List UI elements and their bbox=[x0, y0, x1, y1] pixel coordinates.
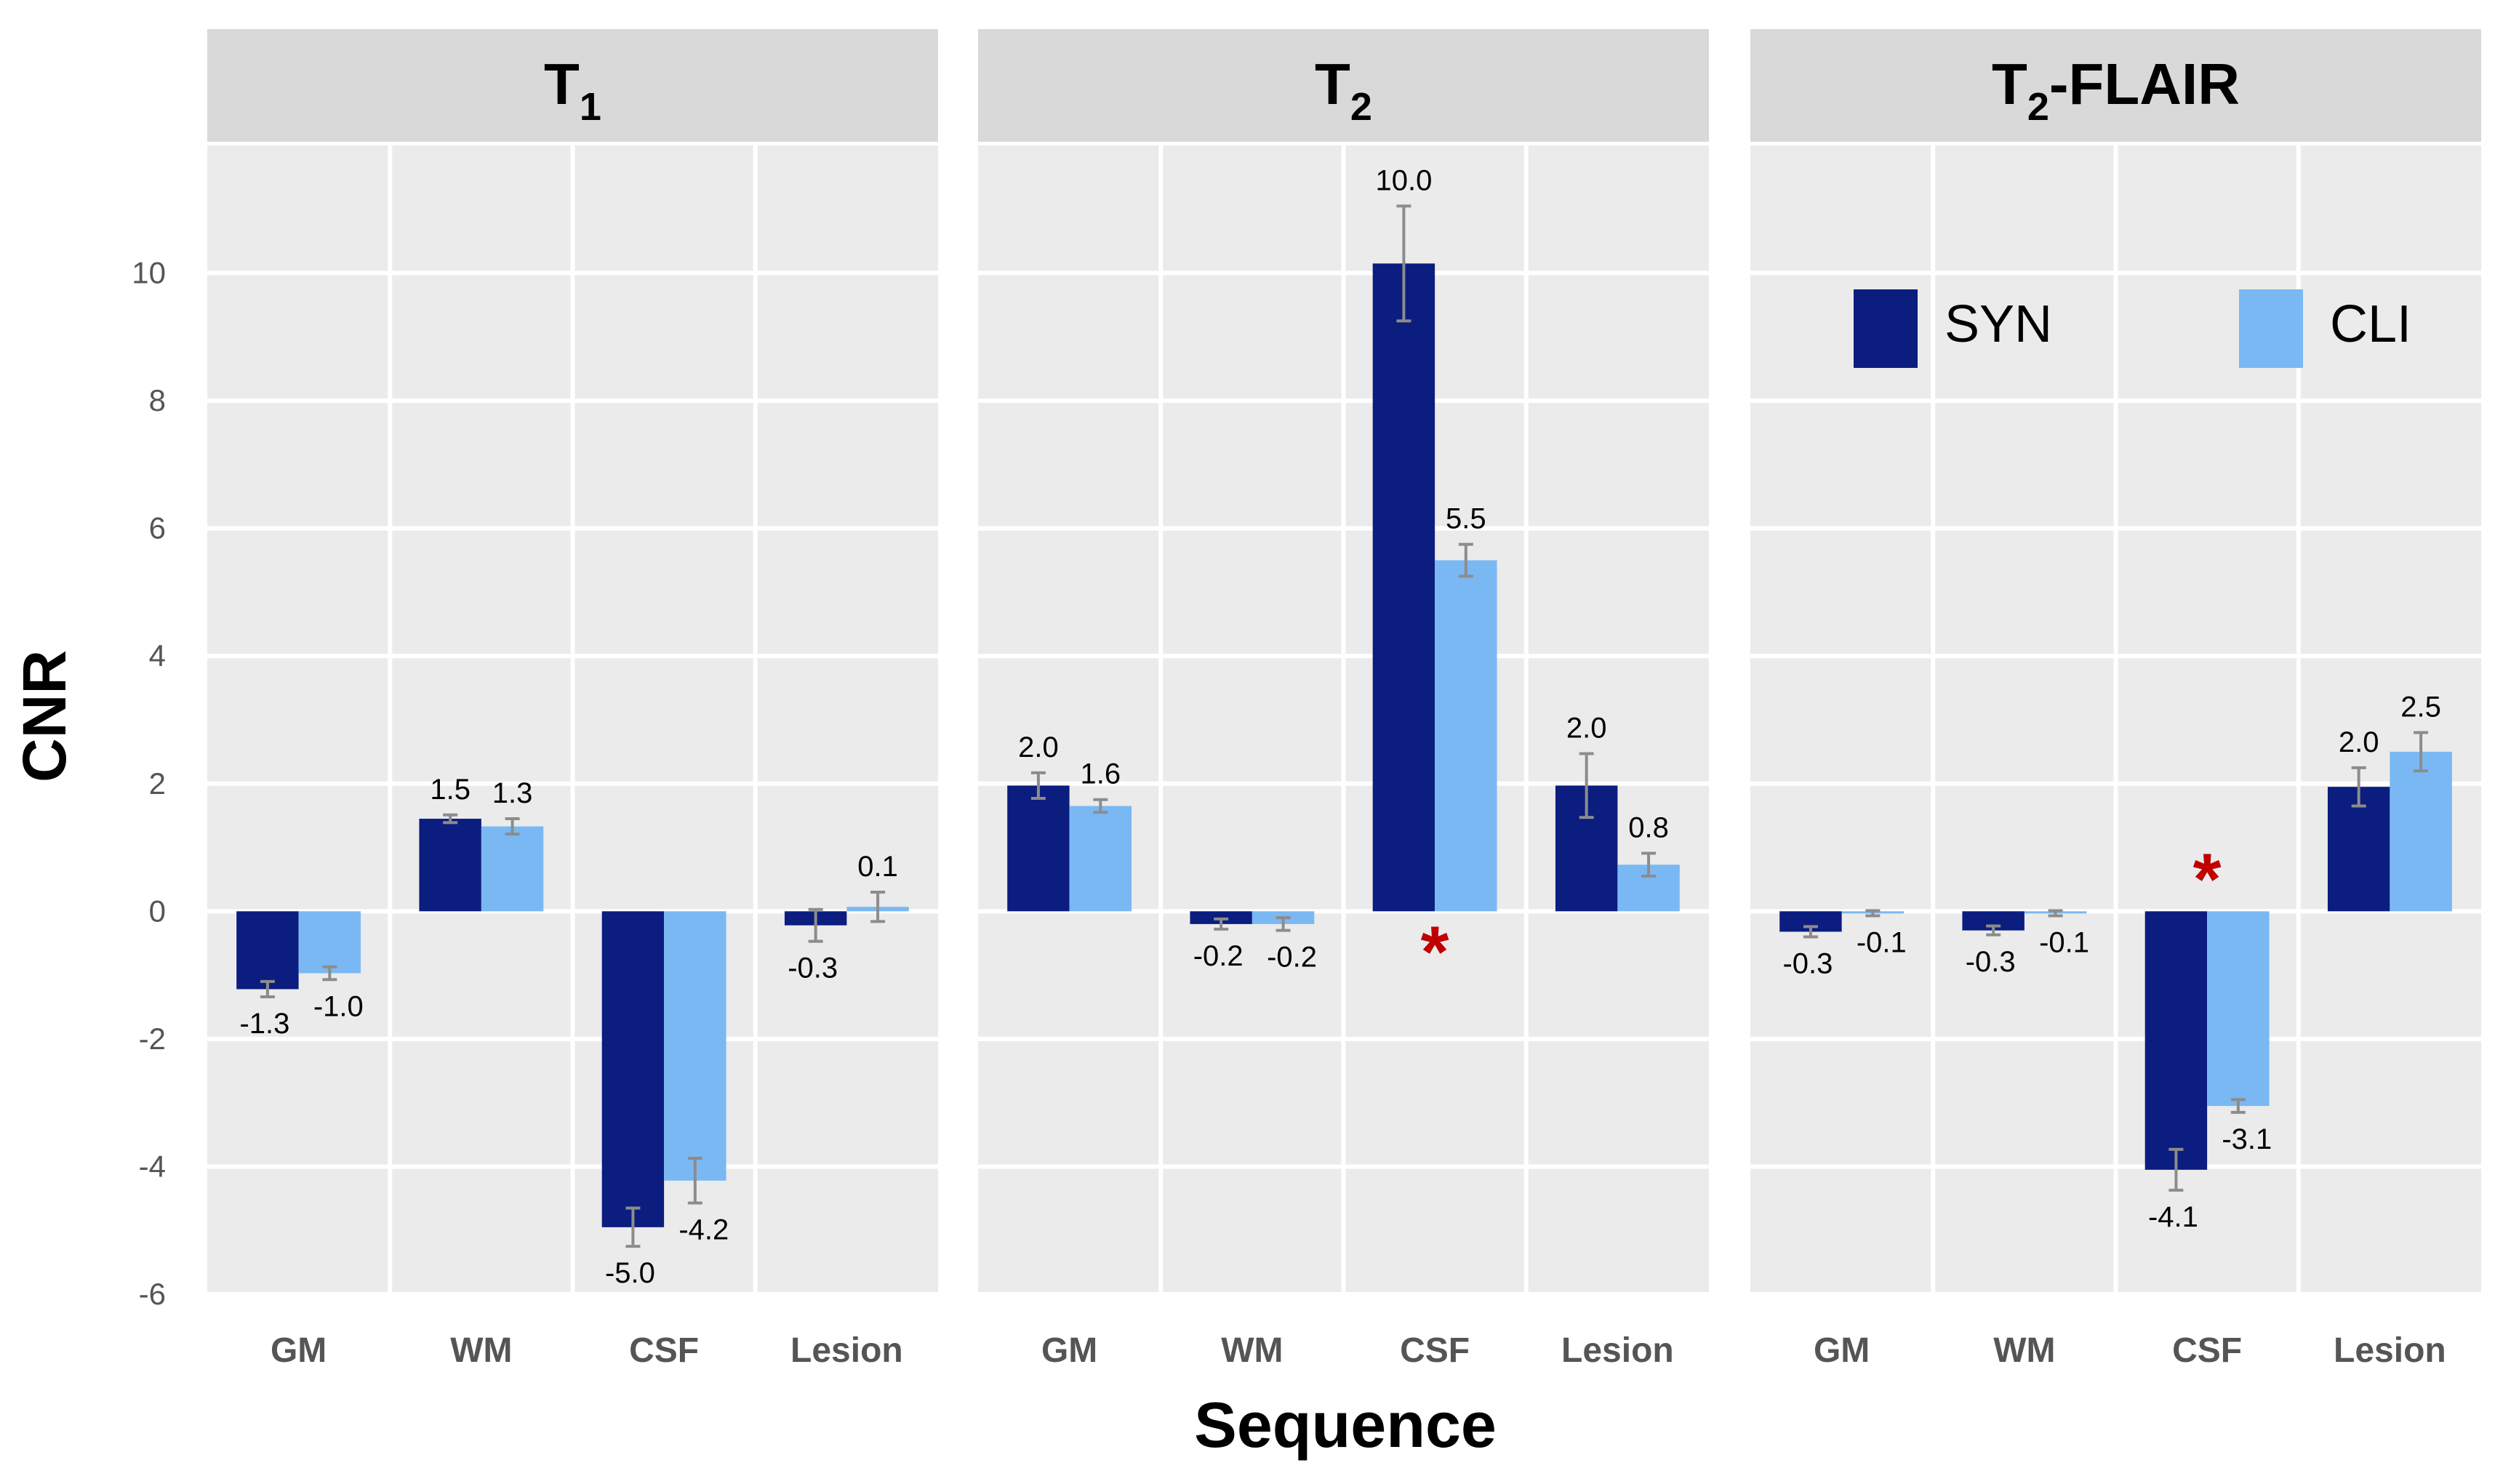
y-tick-label: -6 bbox=[139, 1277, 166, 1311]
bar-syn-csf bbox=[2144, 911, 2208, 1170]
bar-cli-csf bbox=[2207, 911, 2270, 1107]
x-tick-label: GM bbox=[1041, 1331, 1097, 1370]
bar-cli-gm bbox=[298, 911, 361, 974]
y-tick-label: -2 bbox=[139, 1022, 166, 1056]
x-tick-label: WM bbox=[1993, 1331, 2055, 1370]
bar-cli-lesion bbox=[2390, 751, 2452, 912]
panel-header bbox=[207, 29, 938, 142]
data-label: -1.3 bbox=[239, 1008, 289, 1040]
data-label: 5.5 bbox=[1446, 503, 1486, 535]
y-tick-label: -4 bbox=[139, 1149, 166, 1183]
bar-syn-csf bbox=[1372, 263, 1435, 912]
data-label: -0.3 bbox=[788, 952, 838, 984]
data-label: -0.2 bbox=[1267, 942, 1317, 974]
x-tick-label: WM bbox=[1221, 1331, 1283, 1370]
data-label: -4.1 bbox=[2148, 1201, 2198, 1233]
legend-swatch-cli bbox=[2239, 289, 2303, 368]
bar-cli-csf bbox=[664, 911, 726, 1181]
y-tick-label: 2 bbox=[149, 766, 166, 801]
data-label: 2.5 bbox=[2400, 691, 2441, 723]
bar-syn-wm bbox=[419, 819, 481, 912]
legend-swatch-syn bbox=[1854, 289, 1918, 368]
data-label: -0.1 bbox=[1857, 926, 1907, 958]
data-label: -1.0 bbox=[313, 990, 364, 1022]
bar-syn-gm bbox=[236, 911, 299, 990]
data-label: 10.0 bbox=[1375, 164, 1432, 196]
y-tick-label: 0 bbox=[149, 894, 166, 928]
x-tick-label: GM bbox=[1814, 1331, 1870, 1370]
x-tick-label: Lesion bbox=[1561, 1331, 1674, 1370]
y-tick-label: 10 bbox=[132, 256, 166, 290]
x-tick-label: CSF bbox=[1400, 1331, 1470, 1370]
data-label: -5.0 bbox=[605, 1257, 655, 1289]
x-tick-label: CSF bbox=[629, 1331, 699, 1370]
y-tick-label: 4 bbox=[149, 638, 166, 673]
bar-cli-csf bbox=[1435, 560, 1497, 912]
y-tick-label: 6 bbox=[149, 511, 166, 545]
data-label: 2.0 bbox=[2339, 726, 2379, 758]
data-label: 1.6 bbox=[1081, 758, 1121, 790]
y-axis-label: CNR bbox=[10, 650, 79, 782]
data-label: -0.3 bbox=[1966, 946, 2016, 978]
x-tick-label: WM bbox=[450, 1331, 512, 1370]
panel-3: T2-FLAIR -0.3 -0.1 GM -0.3 -0.1 WM -4.1 -3.1 CSF *… bbox=[1750, 29, 2481, 1370]
data-label: -0.1 bbox=[2039, 926, 2089, 958]
y-tick-label: 8 bbox=[149, 383, 166, 417]
data-label: 0.1 bbox=[857, 851, 898, 883]
bar-syn-lesion bbox=[2327, 787, 2390, 912]
panel-header bbox=[1750, 29, 2481, 142]
bar-syn-csf bbox=[601, 911, 665, 1227]
data-label: 2.0 bbox=[1018, 731, 1059, 763]
x-tick-label: CSF bbox=[2172, 1331, 2242, 1370]
x-tick-label: Lesion bbox=[2334, 1331, 2446, 1370]
x-tick-label: GM bbox=[271, 1331, 327, 1370]
legend-label-syn: SYN bbox=[1945, 295, 2052, 353]
significance-marker: * bbox=[1421, 911, 1449, 992]
panel-title: T2 bbox=[1315, 52, 1372, 129]
data-label: 1.5 bbox=[430, 774, 470, 806]
data-label: -0.3 bbox=[1782, 947, 1833, 979]
bar-syn-gm bbox=[1007, 785, 1070, 912]
legend-label-cli: CLI bbox=[2330, 295, 2411, 353]
data-label: -0.2 bbox=[1193, 940, 1244, 972]
data-label: -4.2 bbox=[678, 1214, 729, 1246]
significance-marker: * bbox=[2193, 838, 2222, 920]
data-label: 2.0 bbox=[1566, 713, 1607, 745]
data-label: 0.8 bbox=[1628, 811, 1669, 843]
panel-title: T2-FLAIR bbox=[1992, 52, 2240, 129]
bar-cli-gm bbox=[1069, 806, 1132, 912]
data-label: -3.1 bbox=[2222, 1123, 2272, 1155]
x-tick-label: Lesion bbox=[790, 1331, 903, 1370]
data-label: 1.3 bbox=[492, 777, 533, 809]
legend-layer: SYN CLI bbox=[1854, 289, 2411, 368]
x-axis-label: Sequence bbox=[1194, 1389, 1497, 1461]
panel-header bbox=[978, 29, 1709, 142]
bar-cli-wm bbox=[481, 826, 544, 912]
panel-2: T2 2.0 1.6 GM -0.2 -0.2 WM 10.0 5.5 CSF * 2.0 0.8 Les… bbox=[978, 29, 1709, 1370]
y-axis-layer: -6 -4 -2 0 2 4 6 8 10 bbox=[132, 256, 166, 1311]
